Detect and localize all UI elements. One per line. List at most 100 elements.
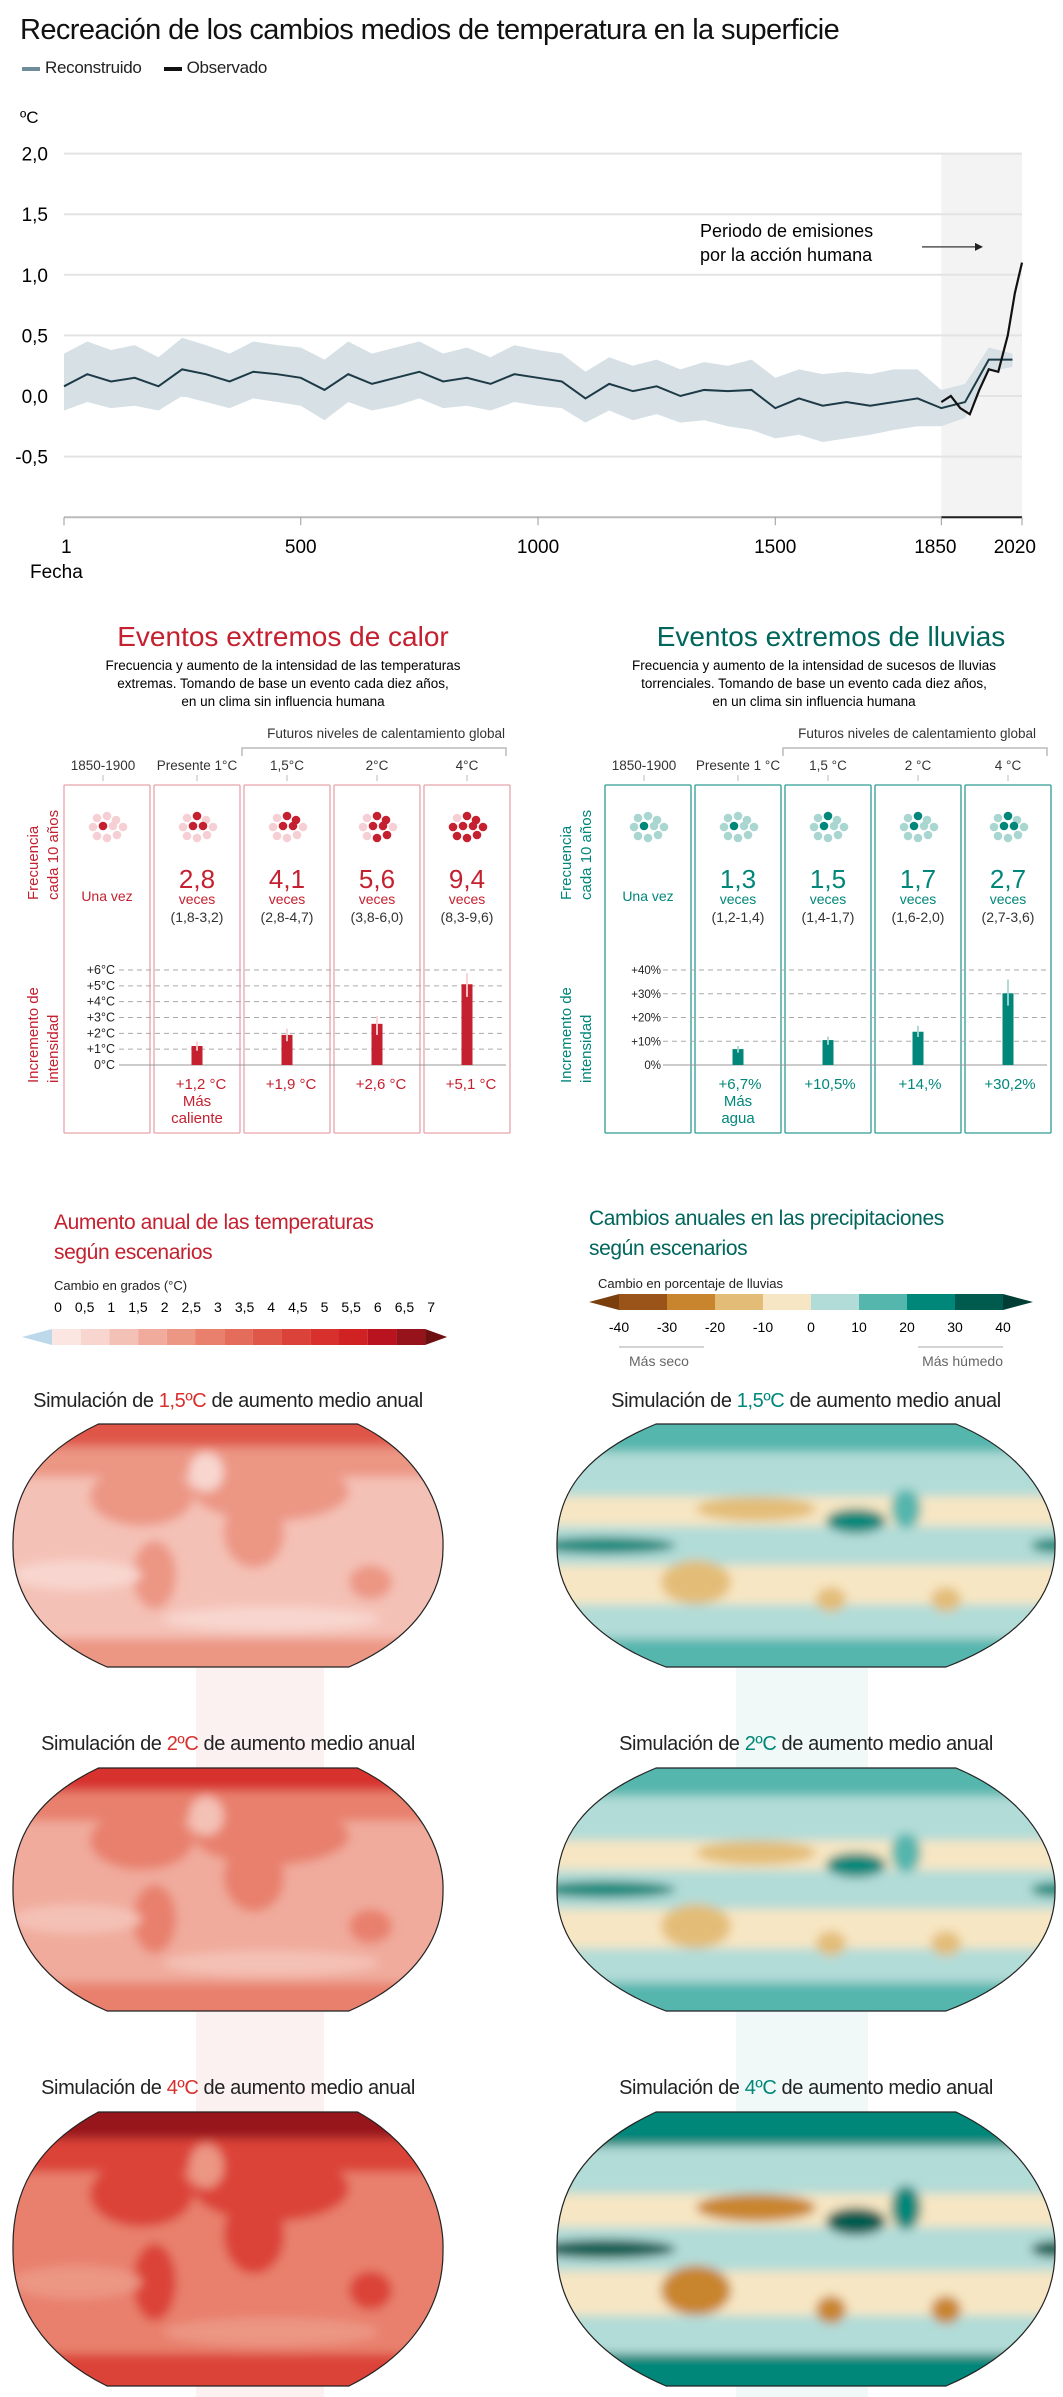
event-dot — [903, 813, 913, 823]
event-dot — [268, 822, 278, 832]
event-dot — [629, 822, 639, 832]
event-dot-filled — [368, 821, 378, 831]
southern-ocean — [163, 1950, 380, 1976]
intensity-value-label: +5,1 °C — [446, 1076, 497, 1093]
legend-label: Observado — [186, 58, 268, 77]
event-dot — [1003, 833, 1013, 843]
intensity-value-label: +1,2 °C — [176, 1076, 227, 1093]
event-dot — [899, 822, 909, 832]
heat-extremes-section: Eventos extremos de calor Frecuencia y au… — [0, 600, 531, 1160]
event-dot-filled — [372, 811, 382, 821]
scale-swatch — [195, 1329, 225, 1345]
antarctica-region — [556, 1638, 1056, 1667]
reconstructed-series-line — [63, 358, 1013, 410]
column-header: 1850-1900 — [612, 758, 677, 773]
frequency-value: 2,7 — [990, 864, 1026, 894]
antarctica-region — [556, 1982, 1056, 2011]
event-dot — [298, 822, 308, 832]
column-header: 2°C — [366, 758, 389, 773]
event-dot — [452, 813, 462, 823]
event-dot-filled — [462, 833, 472, 843]
event-dot-filled — [478, 822, 488, 832]
legend-swatch — [163, 66, 182, 71]
scale-swatch — [763, 1294, 811, 1310]
event-dot-filled — [278, 821, 288, 831]
north-atlantic — [189, 1452, 224, 1492]
scale-below-arrow — [22, 1329, 52, 1345]
map-title-prefix: Simulación de — [619, 1733, 745, 1755]
event-dot — [923, 830, 933, 840]
rain-extremes-section: Eventos extremos de lluvias Frecuencia y … — [531, 600, 1063, 1160]
map-fill — [556, 1768, 1056, 2011]
event-dot — [989, 822, 999, 832]
intensity-value-label: +10,5% — [804, 1076, 855, 1093]
event-dot — [192, 833, 202, 843]
frequency-range: (2,8-4,7) — [261, 909, 314, 925]
scale-swatch — [80, 1329, 110, 1345]
axis-label-line: intensidad — [45, 1015, 62, 1083]
frequency-label: Una vez — [81, 888, 132, 904]
temp-map-scenario — [12, 1423, 444, 1668]
frequency-unit: veces — [179, 891, 216, 907]
title-line: según escenarios — [54, 1241, 213, 1264]
map-title-level: 4ºC — [166, 2077, 199, 2099]
event-dot — [282, 833, 292, 843]
intensity-value-label: +14,% — [899, 1076, 942, 1093]
map-title-prefix: Simulación de — [41, 2077, 167, 2099]
temperature-line-chart: ºC2,01,51,00,50,0-0,51 500 1000 1500 1850 202… — [15, 108, 1036, 583]
scale-tick-label: -40 — [609, 1319, 629, 1335]
scale-above-arrow — [425, 1329, 448, 1345]
y-tick-label: 0°C — [94, 1058, 115, 1072]
frequency-unit: veces — [720, 891, 757, 907]
map-title-level: 1,5ºC — [736, 1390, 785, 1412]
event-dot — [733, 811, 743, 821]
africa-wet — [826, 2207, 886, 2236]
arctic-region — [12, 1768, 444, 1792]
scale-swatch — [310, 1329, 339, 1345]
scale-tick-label: -30 — [657, 1319, 677, 1335]
event-dot — [292, 830, 302, 840]
title-line: según escenarios — [589, 1237, 748, 1260]
event-dot — [1019, 822, 1029, 832]
map-title: Simulación de 4ºC de aumento medio anual — [556, 2077, 1056, 2100]
rain-maps-title: Cambios anuales en las precipitaciones s… — [589, 1204, 944, 1264]
scale-tick-label: 7 — [427, 1299, 435, 1315]
arctic-region — [556, 2112, 1056, 2147]
event-dot — [749, 822, 759, 832]
rain-scale-label: Cambio en porcentaje de lluvias — [598, 1276, 783, 1291]
scale-tick-label: 3 — [214, 1299, 222, 1315]
frequency-range: (1,6-2,0) — [892, 909, 945, 925]
column-header: Presente 1°C — [157, 758, 238, 773]
atlantic-dry-band — [696, 1840, 816, 1865]
frequency-range: (3,8-6,0) — [351, 909, 404, 925]
pacific-itcz — [556, 1536, 676, 1555]
axis-label-line: Frecuencia — [25, 825, 42, 900]
event-dot — [88, 822, 98, 832]
section-subtitle: extremas. Tomando de base un evento cada… — [117, 676, 448, 691]
australia-dry — [931, 1931, 961, 1956]
africa-wet — [826, 1508, 886, 1534]
subtropics-south — [556, 2271, 1056, 2316]
scale-swatch — [715, 1294, 763, 1310]
event-dot-filled — [819, 821, 829, 831]
scale-tick-label: -10 — [753, 1319, 773, 1335]
y-tick-label: +10% — [631, 1036, 661, 1048]
southern-ocean — [163, 1606, 380, 1632]
event-dot-filled — [378, 821, 388, 831]
y-tick-label: 0,5 — [22, 326, 48, 347]
y-tick-label: 1,0 — [22, 266, 48, 287]
intensity-value-label: +2,6 °C — [356, 1076, 407, 1093]
map-regions — [556, 1768, 1056, 2011]
intensity-bar — [191, 1046, 203, 1065]
x-tick-label: 1000 — [517, 537, 559, 558]
map-outline — [556, 2111, 1056, 2387]
title-line: Cambios anuales en las precipitaciones — [589, 1207, 944, 1230]
event-dot — [633, 831, 643, 841]
event-dot — [362, 813, 372, 823]
scale-tick-label: 1 — [107, 1299, 115, 1315]
scale-swatch — [811, 1294, 859, 1310]
annotation-text: por la acción humana — [700, 245, 873, 265]
event-dot-filled — [98, 821, 108, 831]
africa — [223, 1498, 285, 1568]
arctic-region — [12, 1424, 444, 1448]
